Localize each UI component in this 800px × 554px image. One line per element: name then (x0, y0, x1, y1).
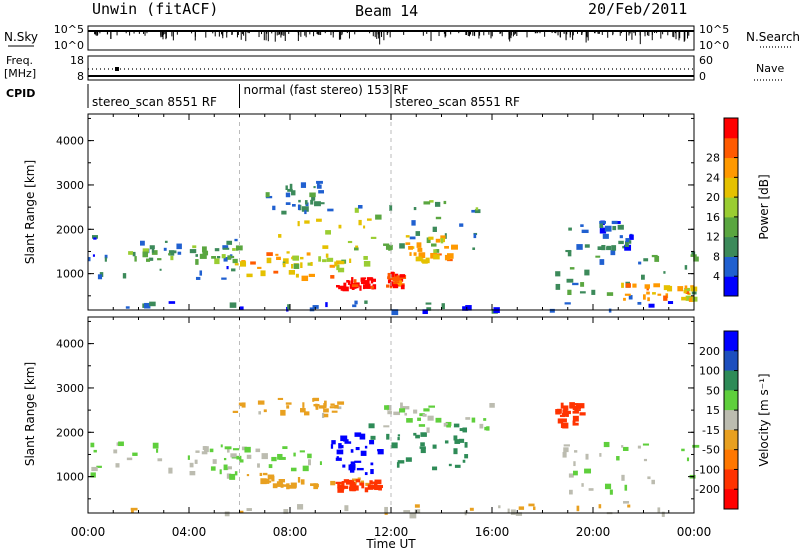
power-data-cells (88, 180, 699, 316)
beam-label: Beam 14 (355, 2, 418, 20)
velocity-panel: 1000 2000 3000 4000 Slant Range [km] (23, 316, 700, 519)
time-tick-2: 08:00 (273, 525, 308, 539)
power-colorbar-tick-0: 4 (713, 270, 720, 283)
freq-unit-label: [MHz] (4, 67, 36, 80)
velocity-ytick-0: 1000 (56, 471, 84, 484)
power-panel: 1000 2000 3000 4000 Slant Range [km] (23, 113, 699, 316)
freq-right-tick-bottom: 0 (699, 70, 706, 83)
plot-title: Unwin (fitACF) (92, 0, 218, 18)
velocity-colorbar-tick-2: 50 (706, 384, 720, 397)
power-ytick-2: 3000 (56, 179, 84, 192)
power-colorbar-segment-7 (724, 137, 738, 159)
power-colorbar-segment-6 (724, 157, 738, 178)
power-colorbar-segment-0 (724, 276, 738, 297)
velocity-colorbar-segment-6 (724, 449, 738, 470)
power-ytick-0: 1000 (56, 268, 84, 281)
velocity-ytick-3: 4000 (56, 338, 84, 351)
cpid-label: CPID (6, 87, 35, 100)
time-tick-6: 00:00 (677, 525, 712, 539)
velocity-colorbar: 200 100 50 15 -15 -50 -100 -200 Velocity [m s⁻¹] (695, 330, 771, 510)
velocity-colorbar-tick-7: -200 (695, 483, 720, 496)
power-colorbar-tick-4: 20 (706, 191, 720, 204)
nave-label: Nave (756, 62, 784, 75)
velocity-colorbar-segment-7 (724, 469, 738, 490)
n-sky-label: N.Sky (4, 30, 38, 44)
velocity-colorbar-segment-2 (724, 370, 738, 391)
noise-search-trace (94, 31, 690, 45)
power-colorbar-segment-4 (724, 197, 738, 218)
velocity-colorbar-label: Velocity [m s⁻¹] (757, 373, 771, 466)
cpid-segment-0: stereo_scan 8551 RF (92, 95, 217, 109)
velocity-colorbar-segment-4 (724, 410, 738, 431)
power-ytick-3: 4000 (56, 135, 84, 148)
n-search-label: N.Search (746, 30, 800, 44)
power-colorbar-segment-2 (724, 236, 738, 257)
noise-right-tick-bottom: 10^0 (699, 39, 729, 52)
freq-panel: Freq. [MHz] 18 8 60 0 Nave (4, 54, 784, 83)
velocity-ytick-2: 3000 (56, 382, 84, 395)
velocity-colorbar-tick-4: -15 (702, 424, 720, 437)
power-colorbar: 4 8 12 16 20 24 28 Power [dB] (706, 117, 771, 297)
power-colorbar-label: Power [dB] (757, 174, 771, 239)
velocity-colorbar-tick-3: 15 (706, 404, 720, 417)
freq-left-tick-bottom: 8 (77, 70, 84, 83)
velocity-colorbar-segment-1 (724, 350, 738, 372)
power-colorbar-segment-5 (724, 177, 738, 198)
noise-panel: N.Sky 10^5 10^0 10^5 10^0 N.Search (4, 23, 800, 52)
power-colorbar-tick-3: 16 (706, 211, 720, 224)
power-colorbar-segment-3 (724, 216, 738, 238)
power-colorbar-segment-8 (724, 118, 738, 139)
noise-left-tick-bottom: 10^0 (54, 39, 84, 52)
power-colorbar-tick-5: 24 (706, 171, 720, 184)
time-axis-label: Time UT (365, 537, 416, 551)
velocity-colorbar-tick-1: 100 (699, 365, 720, 378)
velocity-colorbar-tick-0: 200 (699, 345, 720, 358)
velocity-data-cells (90, 397, 700, 519)
power-colorbar-tick-2: 12 (706, 231, 720, 244)
cpid-segment-2: stereo_scan 8551 RF (395, 95, 520, 109)
velocity-colorbar-segment-0 (724, 331, 738, 352)
power-colorbar-segment-1 (724, 256, 738, 277)
power-colorbar-tick-1: 8 (713, 250, 720, 263)
time-tick-5: 20:00 (576, 525, 611, 539)
velocity-ylabel: Slant Range [km] (23, 362, 37, 466)
power-ylabel: Slant Range [km] (23, 160, 37, 264)
freq-label: Freq. (6, 54, 33, 67)
cpid-segment-1: normal (fast stereo) 153 RF (244, 83, 409, 97)
date-label: 20/Feb/2011 (588, 0, 687, 18)
time-tick-3: 12:00 (374, 525, 409, 539)
velocity-colorbar-segment-3 (724, 390, 738, 411)
power-ytick-1: 2000 (56, 223, 84, 236)
velocity-colorbar-tick-6: -100 (695, 463, 720, 476)
velocity-colorbar-tick-5: -50 (702, 444, 720, 457)
velocity-ytick-1: 2000 (56, 426, 84, 439)
velocity-colorbar-segment-8 (724, 489, 738, 510)
time-tick-1: 04:00 (172, 525, 207, 539)
power-colorbar-tick-6: 28 (706, 152, 720, 165)
noise-left-tick-top: 10^5 (54, 23, 84, 36)
velocity-colorbar-segment-5 (724, 429, 738, 451)
time-axis: 00:00 04:00 08:00 12:00 16:00 20:00 00:00 (71, 525, 712, 539)
freq-right-tick-top: 60 (699, 54, 713, 67)
time-tick-0: 00:00 (71, 525, 106, 539)
noise-right-tick-top: 10^5 (699, 23, 729, 36)
freq-left-tick-top: 18 (70, 54, 84, 67)
time-tick-4: 16:00 (475, 525, 510, 539)
